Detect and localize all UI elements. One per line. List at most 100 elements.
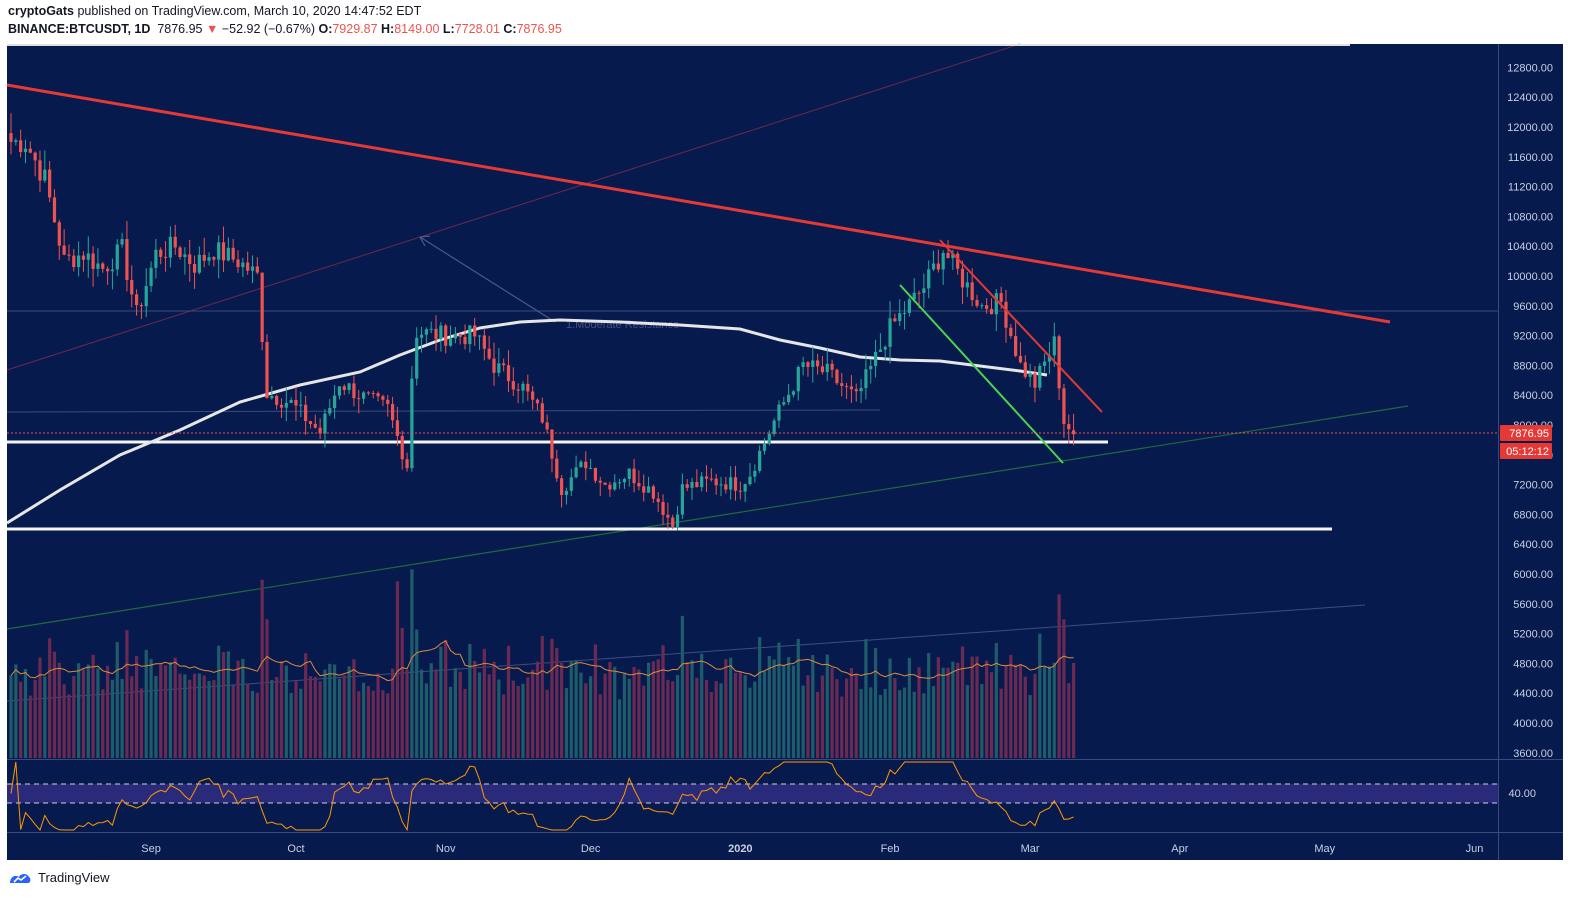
volume-bar xyxy=(154,675,158,758)
author-name[interactable]: cryptoGats xyxy=(8,4,74,18)
candle xyxy=(762,437,767,455)
candle xyxy=(328,398,332,416)
volume-bar xyxy=(898,690,902,758)
volume-bar xyxy=(110,679,115,758)
candle xyxy=(642,474,646,502)
high-label: H: xyxy=(381,22,395,36)
candle xyxy=(101,261,105,273)
volume-bar xyxy=(762,670,767,758)
volume-bar xyxy=(922,693,926,758)
volume-bar xyxy=(840,696,844,758)
candle xyxy=(729,466,733,500)
candle xyxy=(801,356,805,376)
candle xyxy=(279,398,284,418)
candle xyxy=(898,299,902,327)
y-tick-label: 12000.00 xyxy=(1507,122,1553,134)
rsi-level-label: 40.00 xyxy=(1508,788,1536,800)
volume-bar xyxy=(217,645,221,758)
candle xyxy=(902,301,907,330)
y-tick-label: 8400.00 xyxy=(1513,390,1553,402)
volume-bar xyxy=(651,661,655,758)
volume-bar xyxy=(473,660,477,758)
volume-bar xyxy=(183,674,187,758)
candle xyxy=(531,386,535,410)
volume-bar xyxy=(642,685,646,758)
candle xyxy=(994,288,998,331)
candle xyxy=(864,354,868,400)
candle xyxy=(637,470,641,491)
candle xyxy=(139,302,144,319)
candle xyxy=(941,250,945,285)
candle xyxy=(246,251,250,275)
rsi-band xyxy=(7,784,1498,803)
volume-bar xyxy=(178,673,182,758)
last-price-tag xyxy=(1500,425,1552,441)
x-tick-label: Feb xyxy=(881,843,900,855)
candle xyxy=(86,236,90,278)
volume-bar xyxy=(72,676,76,758)
y-tick-label: 6400.00 xyxy=(1513,539,1553,551)
volume-bar xyxy=(675,675,680,758)
volume-bar xyxy=(888,658,892,758)
y-tick-label: 12800.00 xyxy=(1507,62,1553,74)
volume-bar xyxy=(878,694,882,758)
candle xyxy=(502,358,506,372)
volume-bar xyxy=(849,668,854,758)
candle xyxy=(96,248,100,277)
volume-bar xyxy=(593,644,598,758)
volume-bar xyxy=(569,660,573,758)
volume-bar xyxy=(598,694,602,758)
candle xyxy=(936,249,940,273)
candle xyxy=(463,324,467,350)
y-tick-label: 12400.00 xyxy=(1507,92,1553,104)
volume-bar xyxy=(1047,666,1052,758)
volume-bar xyxy=(1009,654,1013,758)
volume-bar xyxy=(531,669,535,758)
candle xyxy=(956,251,960,275)
candle xyxy=(57,219,61,260)
price-change: −52.92 (−0.67%) xyxy=(221,22,315,36)
volume-bar xyxy=(680,615,684,758)
candle xyxy=(1009,323,1013,339)
volume-bar xyxy=(337,678,342,758)
candle xyxy=(72,249,76,272)
volume-bar xyxy=(511,680,515,758)
volume-bar xyxy=(758,637,762,758)
candle xyxy=(236,250,240,273)
volume-bar xyxy=(395,581,399,758)
footer-brand[interactable]: TradingView xyxy=(8,870,110,885)
volume-bar xyxy=(43,676,47,758)
candle xyxy=(859,378,863,404)
candle xyxy=(250,255,255,284)
volume-bar xyxy=(434,669,438,758)
candle xyxy=(9,113,13,155)
volume-bar xyxy=(439,646,443,758)
volume-bar xyxy=(506,645,511,758)
candle xyxy=(685,479,689,492)
candle xyxy=(555,449,559,482)
volume-bar xyxy=(835,679,839,758)
major-descending-trendline[interactable] xyxy=(6,83,1391,324)
x-tick-label: Apr xyxy=(1171,843,1188,855)
y-tick-label: 10000.00 xyxy=(1507,271,1553,283)
volume-bar xyxy=(304,653,308,758)
candle xyxy=(830,359,834,378)
volume-bar xyxy=(366,686,371,758)
volume-bar xyxy=(787,657,791,758)
volume-bar xyxy=(130,676,134,758)
candle xyxy=(1004,289,1008,343)
candle xyxy=(796,365,800,401)
volume-bar xyxy=(192,673,197,758)
volume-bar xyxy=(250,690,255,758)
volume-bar xyxy=(313,676,317,758)
y-tick-label: 10800.00 xyxy=(1507,211,1553,223)
volume-bar xyxy=(589,676,593,758)
volume-bar xyxy=(405,669,409,758)
y-tick-label: 4000.00 xyxy=(1513,718,1553,730)
y-tick-label: 5600.00 xyxy=(1513,599,1553,611)
volume-bar xyxy=(23,669,28,758)
drawing-layer-faint: 1.Moderate Resistance xyxy=(6,43,1498,702)
volume-bar xyxy=(81,669,86,758)
short-red-trendline[interactable] xyxy=(939,239,1103,413)
